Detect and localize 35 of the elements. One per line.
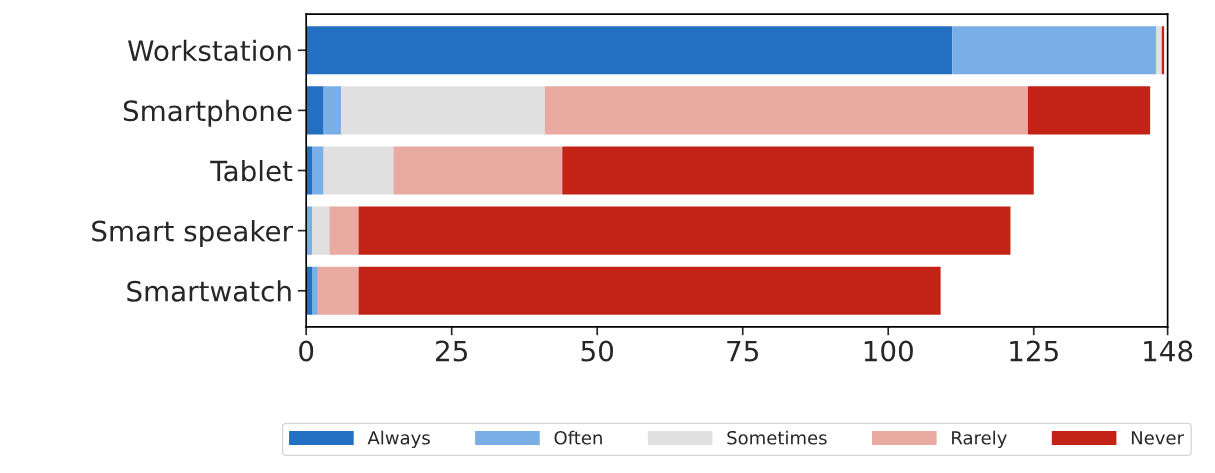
bar <box>323 86 342 135</box>
legend-label: Rarely <box>952 430 1007 449</box>
bar <box>312 266 318 315</box>
x-tick-label: 75 <box>727 340 758 362</box>
bar <box>952 26 1156 75</box>
x-tick-label: 50 <box>581 340 614 362</box>
y-tick-label: Smart speaker <box>92 220 293 247</box>
x-tick-label: 125 <box>1010 340 1058 362</box>
x-tick-label: 0 <box>299 340 314 362</box>
legend-label: Never <box>1131 431 1184 445</box>
bar <box>1027 86 1151 135</box>
x-tick-label: 25 <box>436 340 467 362</box>
bar <box>341 86 545 135</box>
bar <box>306 86 324 135</box>
bar <box>317 266 359 315</box>
legend-label: Sometimes <box>727 430 827 445</box>
y-tick-label: Workstation <box>127 39 291 62</box>
y-tick-label: Smartphone <box>123 99 292 127</box>
x-tick-label: 148 <box>1144 340 1193 362</box>
bar <box>393 146 563 195</box>
bar <box>1155 26 1162 75</box>
bar <box>312 146 324 195</box>
legend-label: Always <box>367 430 430 449</box>
bar <box>312 206 330 255</box>
legend-label: Often <box>554 430 602 445</box>
bar <box>358 266 941 315</box>
bar <box>306 26 953 75</box>
bar <box>544 86 1028 135</box>
bar <box>323 146 394 195</box>
y-tick-label: Smartwatch <box>127 280 291 302</box>
bar <box>329 206 359 255</box>
bar <box>358 206 1011 255</box>
x-tick-label: 100 <box>864 340 913 362</box>
bar <box>562 146 1034 195</box>
y-tick-label: Tablet <box>210 159 293 182</box>
